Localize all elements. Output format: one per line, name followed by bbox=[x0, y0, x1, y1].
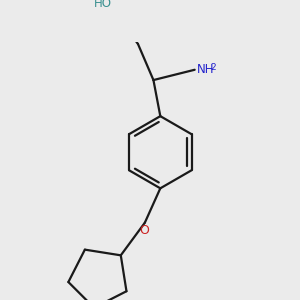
Text: HO: HO bbox=[94, 0, 112, 10]
Text: O: O bbox=[139, 224, 149, 237]
Text: 2: 2 bbox=[210, 63, 216, 72]
Text: NH: NH bbox=[196, 63, 214, 76]
